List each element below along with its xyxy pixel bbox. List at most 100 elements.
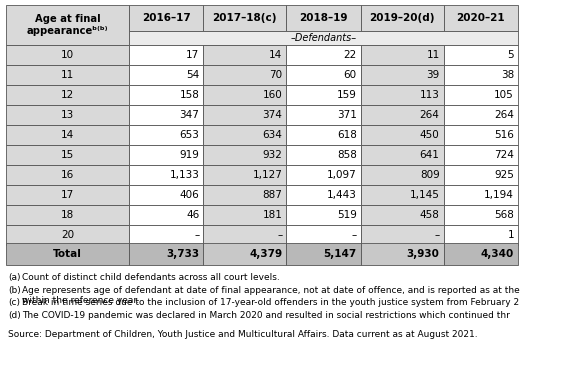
Bar [203,165,286,185]
Text: 2018–19: 2018–19 [299,13,347,23]
Text: 181: 181 [262,210,282,220]
Text: 458: 458 [420,210,440,220]
Text: 568: 568 [494,210,514,220]
Bar [444,205,518,225]
Text: 20: 20 [61,230,74,240]
Bar [6,85,129,105]
Text: 4,340: 4,340 [481,249,514,259]
Bar [444,165,518,185]
Text: 1,443: 1,443 [327,190,357,200]
Bar [6,205,129,225]
Bar [361,65,444,85]
Bar [129,205,203,225]
Bar [6,125,129,145]
Bar [203,185,286,205]
Bar [203,205,286,225]
Bar [361,225,444,245]
Text: 13: 13 [61,110,74,120]
Bar [444,145,518,165]
Bar [361,45,444,65]
Text: –: – [434,230,440,240]
Text: 5: 5 [507,50,514,60]
Text: 2019–20(d): 2019–20(d) [369,13,435,23]
Bar [444,105,518,125]
Bar [129,31,518,45]
Text: 18: 18 [61,210,74,220]
Text: 347: 347 [179,110,199,120]
Bar [286,145,361,165]
Bar [203,125,286,145]
Text: within the reference year.: within the reference year. [22,296,139,305]
Bar [361,145,444,165]
Bar [129,5,203,31]
Text: 60: 60 [343,70,357,80]
Text: Age represents age of defendant at date of final appearance, not at date of offe: Age represents age of defendant at date … [22,286,520,294]
Bar [203,45,286,65]
Bar [129,165,203,185]
Bar [6,5,129,45]
Bar [444,125,518,145]
Bar [6,165,129,185]
Bar [286,5,361,31]
Text: 12: 12 [61,90,74,100]
Bar [203,105,286,125]
Bar [6,105,129,125]
Text: 3,930: 3,930 [406,249,440,259]
Bar [6,65,129,85]
Bar [129,45,203,65]
Text: 519: 519 [337,210,357,220]
Bar [6,145,129,165]
Text: 925: 925 [494,170,514,180]
Text: 264: 264 [420,110,440,120]
Text: 919: 919 [179,150,199,160]
Bar [129,185,203,205]
Text: 39: 39 [426,70,440,80]
Bar [286,165,361,185]
Bar [444,185,518,205]
Bar [361,105,444,125]
Text: 14: 14 [269,50,282,60]
Text: 54: 54 [186,70,199,80]
Text: 1: 1 [507,230,514,240]
Bar [203,243,286,265]
Text: Total: Total [53,249,82,259]
Text: 932: 932 [262,150,282,160]
Text: 1,133: 1,133 [169,170,199,180]
Text: Source: Department of Children, Youth Justice and Multicultural Affairs. Data cu: Source: Department of Children, Youth Ju… [8,329,478,338]
Bar [203,65,286,85]
Bar [286,85,361,105]
Text: 158: 158 [179,90,199,100]
Text: 10: 10 [61,50,74,60]
Bar [286,125,361,145]
Bar [129,105,203,125]
Bar [361,125,444,145]
Bar [286,65,361,85]
Text: 2017–18(c): 2017–18(c) [213,13,277,23]
Text: (d): (d) [8,311,21,320]
Text: 653: 653 [179,130,199,140]
Bar [203,5,286,31]
Bar [361,185,444,205]
Bar [6,45,129,65]
Text: The COVID-19 pandemic was declared in March 2020 and resulted in social restrict: The COVID-19 pandemic was declared in Ma… [22,311,510,320]
Text: 70: 70 [269,70,282,80]
Text: 17: 17 [61,190,74,200]
Text: 450: 450 [420,130,440,140]
Text: 2020–21: 2020–21 [457,13,505,23]
Text: Age at final
appearanceᵇ⁽ᵇ⁾: Age at final appearanceᵇ⁽ᵇ⁾ [27,14,108,36]
Text: 11: 11 [61,70,74,80]
Bar [444,243,518,265]
Text: 4,379: 4,379 [249,249,282,259]
Bar [129,145,203,165]
Bar [129,85,203,105]
Bar [286,105,361,125]
Text: 1,127: 1,127 [252,170,282,180]
Text: 809: 809 [420,170,440,180]
Text: 264: 264 [494,110,514,120]
Text: 113: 113 [420,90,440,100]
Bar [203,225,286,245]
Text: 22: 22 [343,50,357,60]
Bar [444,45,518,65]
Bar [361,5,444,31]
Text: 887: 887 [262,190,282,200]
